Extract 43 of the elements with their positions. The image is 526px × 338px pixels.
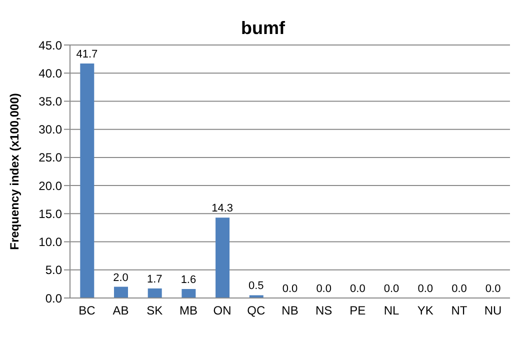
x-tick-label: BC (78, 304, 96, 318)
x-tick-label: NU (484, 304, 502, 318)
data-label: 0.0 (418, 283, 434, 295)
x-tick-label: AB (112, 304, 129, 318)
data-label: 0.0 (452, 283, 467, 295)
x-tick-label: SK (146, 304, 163, 318)
data-label: 2.0 (113, 272, 128, 284)
x-tick-label: NT (451, 304, 468, 318)
chart-title: bumf (240, 18, 286, 39)
bar (216, 218, 230, 298)
x-tick-label: ON (213, 304, 232, 318)
bar (182, 289, 196, 298)
data-label: 1.6 (180, 274, 196, 286)
y-tick-label: 20.0 (38, 178, 62, 193)
x-tick-label: NL (384, 304, 400, 318)
x-tick-label: QC (247, 304, 266, 318)
y-tick-label: 30.0 (38, 122, 62, 137)
y-tick-label: 25.0 (38, 150, 62, 165)
x-tick-label: YK (417, 304, 434, 318)
y-tick-label: 45.0 (38, 38, 62, 52)
x-tick-label: PE (350, 304, 366, 318)
y-tick-label: 15.0 (38, 206, 62, 221)
y-tick-label: 35.0 (38, 94, 62, 108)
data-label: 41.7 (76, 48, 98, 61)
data-label: 0.0 (282, 283, 298, 295)
y-axis-title: Frequency index (x100,000) (7, 93, 22, 250)
x-tick-label: NB (282, 304, 298, 318)
data-label: 0.0 (485, 283, 501, 295)
bar (148, 288, 162, 298)
data-label: 14.3 (212, 202, 234, 215)
y-tick-label: 40.0 (38, 66, 62, 80)
bar (114, 286, 128, 298)
x-tick-label: NS (316, 304, 332, 318)
y-tick-label: 0.0 (45, 291, 62, 306)
y-tick-label: 5.0 (45, 263, 62, 278)
data-label: 0.5 (248, 280, 264, 292)
data-label: 0.0 (350, 283, 366, 295)
bar (80, 64, 94, 298)
data-label: 0.0 (384, 283, 400, 295)
x-tick-label: MB (179, 304, 198, 318)
y-tick-label: 10.0 (38, 235, 62, 250)
data-label: 0.0 (316, 283, 332, 295)
data-label: 1.7 (146, 273, 162, 286)
